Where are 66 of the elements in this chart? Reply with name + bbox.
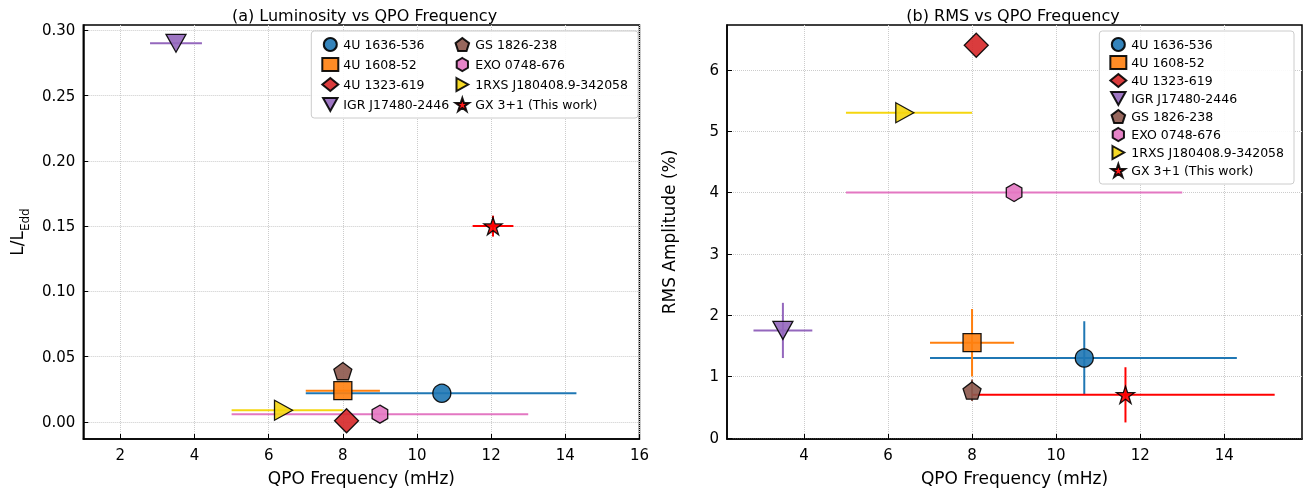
x-tick-label: 14 xyxy=(555,445,575,464)
x-tick-label: 8 xyxy=(967,445,977,464)
y-tick-label: 5 xyxy=(709,122,719,141)
x-axis-title: QPO Frequency (mHz) xyxy=(920,467,1109,488)
x-tick-label: 2 xyxy=(115,445,126,464)
legend-label: 1RXS J180408.9-342058 xyxy=(1131,145,1285,160)
x-axis-title: QPO Frequency (mHz) xyxy=(267,467,455,488)
point xyxy=(273,399,294,421)
x-tick-label: 6 xyxy=(883,445,893,464)
point xyxy=(1074,348,1094,368)
y-tick-label: 0.15 xyxy=(41,217,76,236)
y-tick-label: 6 xyxy=(709,60,719,79)
point xyxy=(962,333,982,353)
legend-label: 4U 1323-619 xyxy=(1131,73,1213,88)
y-tick-label: 0.25 xyxy=(41,86,76,105)
legend-label: 4U 1608-52 xyxy=(343,57,417,72)
point xyxy=(432,383,452,403)
legend-label: GS 1826-238 xyxy=(475,37,558,52)
legend-label: 4U 1323-619 xyxy=(343,77,425,92)
legend-label: GX 3+1 (This work) xyxy=(475,97,598,112)
x-tick-label: 4 xyxy=(799,445,809,464)
legend-label: EXO 0748-676 xyxy=(475,57,566,72)
chart-title: (b) RMS vs QPO Frequency xyxy=(906,5,1120,25)
point xyxy=(165,33,187,53)
y-tick-label: 1 xyxy=(709,367,719,386)
point xyxy=(333,408,360,434)
point xyxy=(333,381,353,401)
legend-label: IGR J17480-2446 xyxy=(343,97,450,112)
y-axis-title: L/LEdd xyxy=(6,208,32,256)
legend-label: IGR J17480-2446 xyxy=(1131,91,1238,106)
legend-label: 4U 1636-536 xyxy=(1131,37,1213,52)
y-tick-label: 0.05 xyxy=(41,347,76,366)
y-tick-label: 0.30 xyxy=(41,21,76,40)
point xyxy=(1005,182,1023,203)
point xyxy=(1115,385,1136,405)
y-tick-label: 0.10 xyxy=(41,282,76,301)
point xyxy=(483,216,503,236)
x-tick-label: 12 xyxy=(481,445,501,464)
legend-label: GS 1826-238 xyxy=(1131,109,1214,124)
x-tick-label: 10 xyxy=(407,445,427,464)
y-tick-label: 4 xyxy=(709,183,719,202)
point xyxy=(962,381,982,400)
legend-label: EXO 0748-676 xyxy=(1131,127,1222,142)
y-tick-label: 3 xyxy=(709,244,719,263)
legend-label: 1RXS J180408.9-342058 xyxy=(475,77,629,92)
legend-label: 4U 1636-536 xyxy=(343,37,425,52)
y-axis-title: RMS Amplitude (%) xyxy=(658,149,679,315)
x-tick-label: 12 xyxy=(1130,445,1150,464)
point xyxy=(371,404,389,424)
x-tick-label: 4 xyxy=(189,445,200,464)
y-tick-label: 2 xyxy=(709,306,719,325)
point xyxy=(772,320,794,341)
point xyxy=(963,32,989,58)
y-tick-label: 0.20 xyxy=(41,151,76,170)
y-tick-label: 0 xyxy=(709,428,719,447)
x-tick-label: 14 xyxy=(1214,445,1234,464)
chart-title: (a) Luminosity vs QPO Frequency xyxy=(231,5,498,25)
x-tick-label: 16 xyxy=(629,445,649,464)
point xyxy=(895,102,915,124)
y-tick-label: 0.00 xyxy=(41,413,76,432)
point xyxy=(333,361,353,381)
x-tick-label: 8 xyxy=(338,445,348,464)
x-tick-label: 6 xyxy=(263,445,274,464)
legend-label: GX 3+1 (This work) xyxy=(1131,163,1254,178)
x-tick-label: 10 xyxy=(1046,445,1066,464)
legend-label: 4U 1608-52 xyxy=(1131,55,1205,70)
